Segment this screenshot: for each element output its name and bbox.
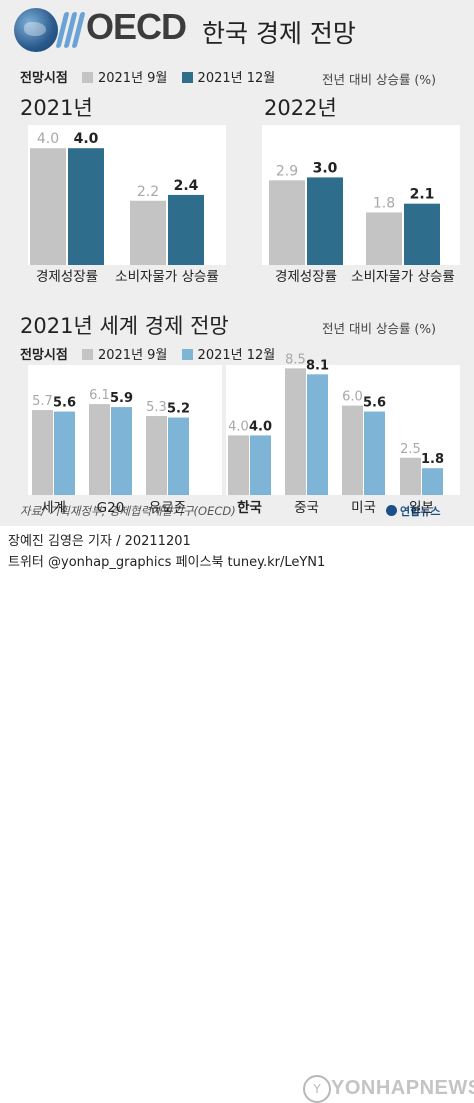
- label-curr-2-0: 5.6: [53, 396, 76, 411]
- category-label-1-1: 소비자물가 상승률: [351, 269, 455, 285]
- category-label-1-0: 경제성장률: [275, 269, 337, 285]
- page-title: 한국 경제 전망: [202, 19, 356, 48]
- label-prev-2-0: 5.7: [32, 394, 53, 409]
- bar-prev-1-0: [269, 180, 305, 265]
- bar-prev-2-1: [89, 404, 110, 495]
- label-curr-1-1: 2.1: [410, 187, 435, 203]
- source-note: 자료/ 기획재정부, 경제협력개발기구(OECD): [20, 504, 236, 518]
- bar-prev-2-3: [228, 435, 249, 495]
- label-curr-2-5: 5.6: [363, 396, 386, 411]
- bar-prev-2-6: [400, 457, 421, 495]
- social-links: 트위터 @yonhap_graphics 페이스북 tuney.kr/LeYN1: [8, 555, 326, 570]
- bar-curr-2-0: [54, 411, 75, 495]
- category-label-0-1: 소비자물가 상승률: [115, 269, 219, 285]
- bar-curr-2-3: [250, 435, 271, 495]
- unit-label-top: 전년 대비 상승률 (%): [322, 72, 437, 87]
- legend-top-label: 전망시점: [20, 71, 68, 86]
- bar-prev-1-1: [366, 212, 402, 265]
- bar-curr-2-6: [422, 468, 443, 495]
- bar-curr-1-0: [307, 177, 343, 265]
- world-section-title: 2021년 세계 경제 전망: [20, 314, 229, 338]
- category-label-2-6: 일본: [409, 500, 434, 516]
- legend-bottom-curr-swatch: [181, 349, 193, 360]
- label-curr-2-1: 5.9: [110, 391, 133, 406]
- label-prev-2-2: 5.3: [146, 400, 167, 415]
- category-label-2-4: 중국: [294, 500, 319, 516]
- byline: 장예진 김영은 기자 / 20211201: [8, 534, 191, 549]
- yonhap-badge-text: 연합뉴스: [400, 505, 441, 518]
- legend-top: 전망시점 2021년 9월 2021년 12월: [20, 67, 275, 86]
- legend-top-curr-swatch: [181, 72, 193, 83]
- bar-prev-2-0: [32, 410, 53, 495]
- legend-bottom: 전망시점 2021년 9월 2021년 12월: [20, 344, 275, 363]
- chart-title-2021: 2021년: [20, 96, 93, 120]
- yonhap-logo-icon: [386, 505, 397, 516]
- label-prev-0-0: 4.0: [37, 131, 59, 147]
- bar-curr-2-1: [111, 407, 132, 495]
- bar-prev-0-1: [130, 200, 166, 265]
- bar-curr-0-1: [168, 194, 204, 265]
- oecd-logo-text: OECD: [86, 6, 187, 47]
- bar-prev-2-5: [342, 405, 363, 495]
- category-label-2-3: 한국: [237, 500, 262, 516]
- credit-area: 장예진 김영은 기자 / 20211201 트위터 @yonhap_graphi…: [0, 526, 474, 1103]
- bar-prev-0-0: [30, 148, 66, 265]
- label-prev-2-6: 2.5: [400, 442, 421, 457]
- bar-curr-2-2: [168, 417, 189, 495]
- label-curr-2-2: 5.2: [167, 402, 190, 417]
- watermark: YONHAPNEWS: [331, 1077, 474, 1099]
- label-prev-2-5: 6.0: [342, 390, 363, 405]
- label-prev-2-3: 4.0: [228, 419, 249, 434]
- watermark-logo-icon: Y: [303, 1075, 331, 1103]
- label-curr-2-6: 1.8: [421, 452, 444, 467]
- category-label-2-2: 유로존: [149, 500, 186, 516]
- legend-top-curr: 2021년 12월: [197, 71, 276, 86]
- label-curr-1-0: 3.0: [313, 160, 338, 176]
- bar-curr-0-0: [68, 148, 104, 265]
- label-curr-0-0: 4.0: [74, 131, 99, 147]
- chart-title-2022: 2022년: [264, 96, 337, 120]
- unit-label-bottom: 전년 대비 상승률 (%): [322, 321, 437, 336]
- bar-curr-2-4: [307, 374, 328, 495]
- globe-icon: [14, 8, 58, 52]
- label-prev-1-0: 2.9: [276, 163, 298, 179]
- bar-curr-1-1: [404, 203, 440, 265]
- infographic-panel: OECD 한국 경제 전망 전망시점 2021년 9월 2021년 12월 전년…: [0, 0, 474, 526]
- label-curr-2-3: 4.0: [249, 419, 272, 434]
- label-prev-1-1: 1.8: [373, 195, 395, 211]
- legend-top-prev-swatch: [81, 72, 93, 83]
- legend-bottom-curr: 2021년 12월: [197, 348, 276, 363]
- legend-bottom-label: 전망시점: [20, 348, 68, 363]
- bar-prev-2-4: [285, 368, 306, 495]
- category-label-2-1: G20: [97, 500, 125, 516]
- label-prev-2-1: 6.1: [89, 388, 110, 403]
- category-label-2-5: 미국: [351, 500, 376, 516]
- label-prev-2-4: 8.5: [285, 352, 306, 367]
- yonhap-badge: 연합뉴스: [386, 503, 440, 519]
- legend-top-prev: 2021년 9월: [97, 71, 168, 86]
- bar-curr-2-5: [364, 411, 385, 495]
- label-prev-0-1: 2.2: [137, 184, 159, 200]
- label-curr-0-1: 2.4: [174, 178, 199, 194]
- legend-bottom-prev: 2021년 9월: [97, 348, 168, 363]
- legend-bottom-prev-swatch: [81, 349, 93, 360]
- label-curr-2-4: 8.1: [306, 358, 329, 373]
- category-label-2-0: 세계: [41, 500, 66, 516]
- bar-prev-2-2: [146, 416, 167, 495]
- category-label-0-0: 경제성장률: [36, 269, 98, 285]
